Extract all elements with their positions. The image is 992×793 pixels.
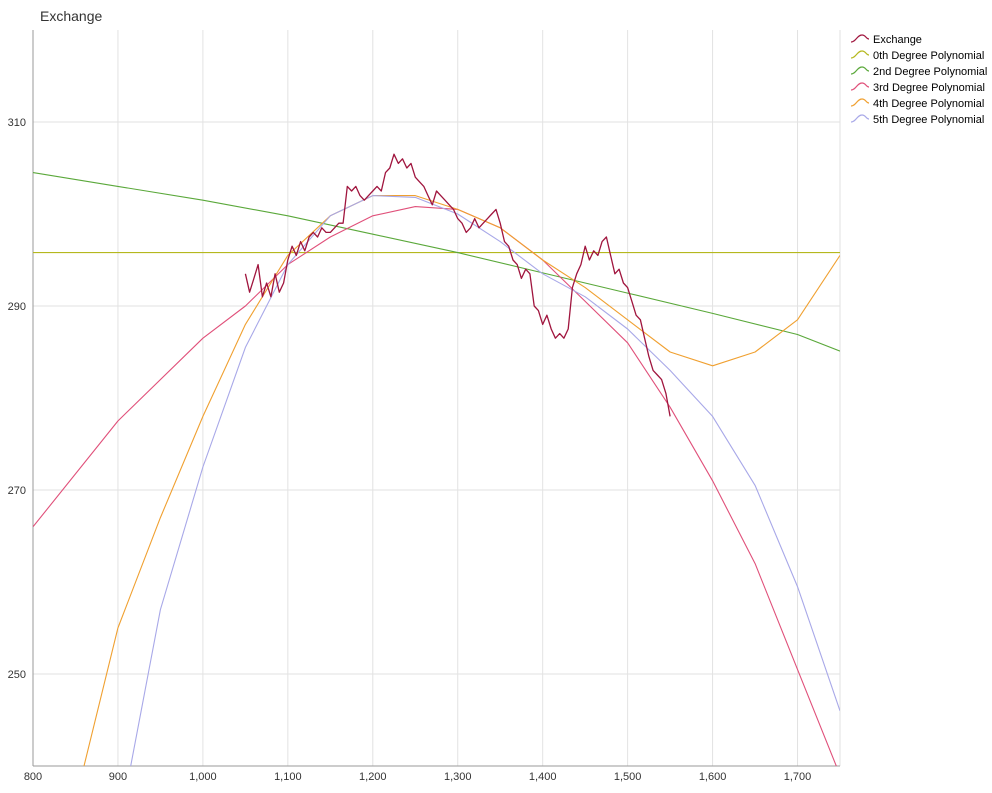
x-tick-label: 1,500 <box>614 771 642 783</box>
legend-item-5th-degree-polynomial[interactable]: 5th Degree Polynomial <box>850 114 984 126</box>
legend-swatch <box>850 82 870 91</box>
legend-swatch <box>850 114 870 123</box>
legend-label: Exchange <box>873 34 922 46</box>
plot-area <box>33 153 840 766</box>
series-line-exchange <box>244 153 671 417</box>
legend-item-2nd-degree-polynomial[interactable]: 2nd Degree Polynomial <box>850 66 987 78</box>
legend-item-3rd-degree-polynomial[interactable]: 3rd Degree Polynomial <box>850 82 985 94</box>
legend: Exchange 0th Degree Polynomial 2nd Degree … <box>850 34 987 126</box>
x-tick-label: 900 <box>109 771 127 783</box>
x-tick-label: 1,100 <box>274 771 302 783</box>
y-tick-label: 250 <box>8 669 26 681</box>
legend-item-exchange[interactable]: Exchange <box>850 34 922 46</box>
axes: 800 900 1,000 1,100 1,200 1,300 1,400 1,500 1,60… <box>8 30 840 783</box>
legend-swatch <box>850 50 870 59</box>
legend-label: 3rd Degree Polynomial <box>873 82 985 94</box>
grid <box>33 30 841 766</box>
y-tick-label: 290 <box>8 301 26 313</box>
x-tick-label: 1,000 <box>189 771 217 783</box>
series-line-2nd-degree-polynomial <box>33 172 840 352</box>
y-tick-label: 310 <box>8 117 26 129</box>
x-tick-label: 800 <box>24 771 42 783</box>
x-tick-label: 1,400 <box>529 771 557 783</box>
chart-title: Exchange <box>40 8 102 24</box>
legend-swatch <box>850 98 870 107</box>
legend-label: 0th Degree Polynomial <box>873 50 984 62</box>
y-tick-label: 270 <box>8 485 26 497</box>
legend-swatch <box>850 34 870 43</box>
legend-label: 5th Degree Polynomial <box>873 114 984 126</box>
x-tick-label: 1,600 <box>699 771 727 783</box>
legend-label: 4th Degree Polynomial <box>873 98 984 110</box>
legend-label: 2nd Degree Polynomial <box>873 66 987 78</box>
legend-item-4th-degree-polynomial[interactable]: 4th Degree Polynomial <box>850 98 984 110</box>
series-line-4th-degree-polynomial <box>83 195 840 766</box>
x-tick-label: 1,300 <box>444 771 472 783</box>
legend-swatch <box>850 66 870 75</box>
legend-item-0th-degree-polynomial[interactable]: 0th Degree Polynomial <box>850 50 984 62</box>
x-tick-label: 1,700 <box>784 771 812 783</box>
x-tick-label: 1,200 <box>359 771 387 783</box>
